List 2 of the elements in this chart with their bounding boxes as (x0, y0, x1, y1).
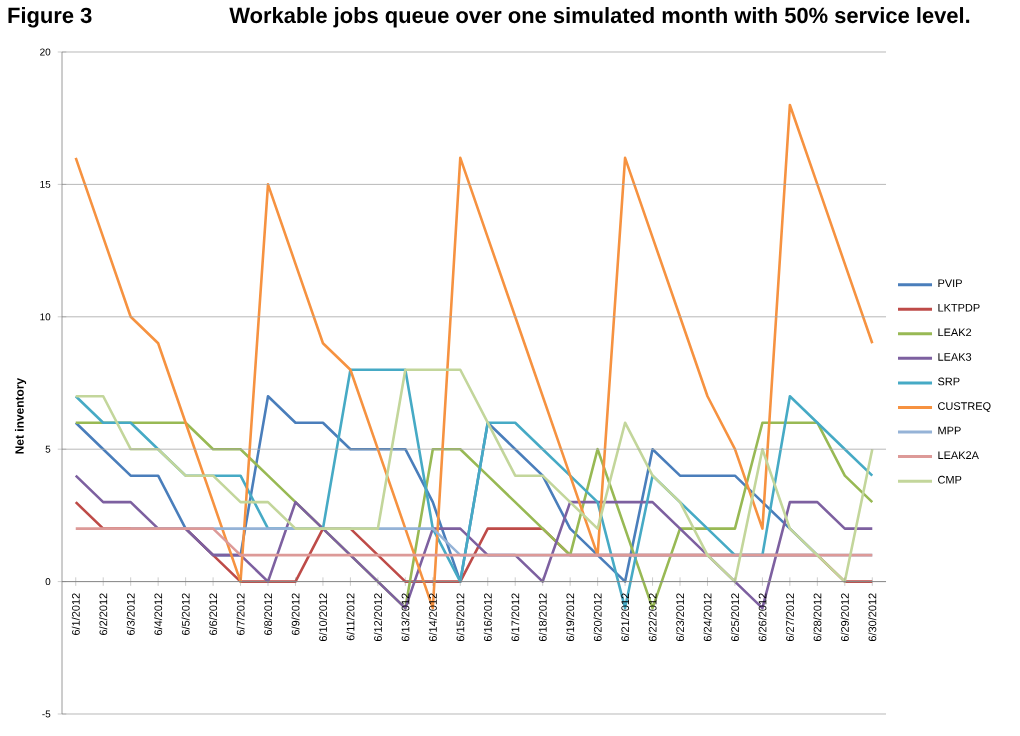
caption: Figure 3 (8, 7, 92, 28)
chart-title: Workable jobs queue over one simulated month with 50% service level. (229, 7, 970, 28)
